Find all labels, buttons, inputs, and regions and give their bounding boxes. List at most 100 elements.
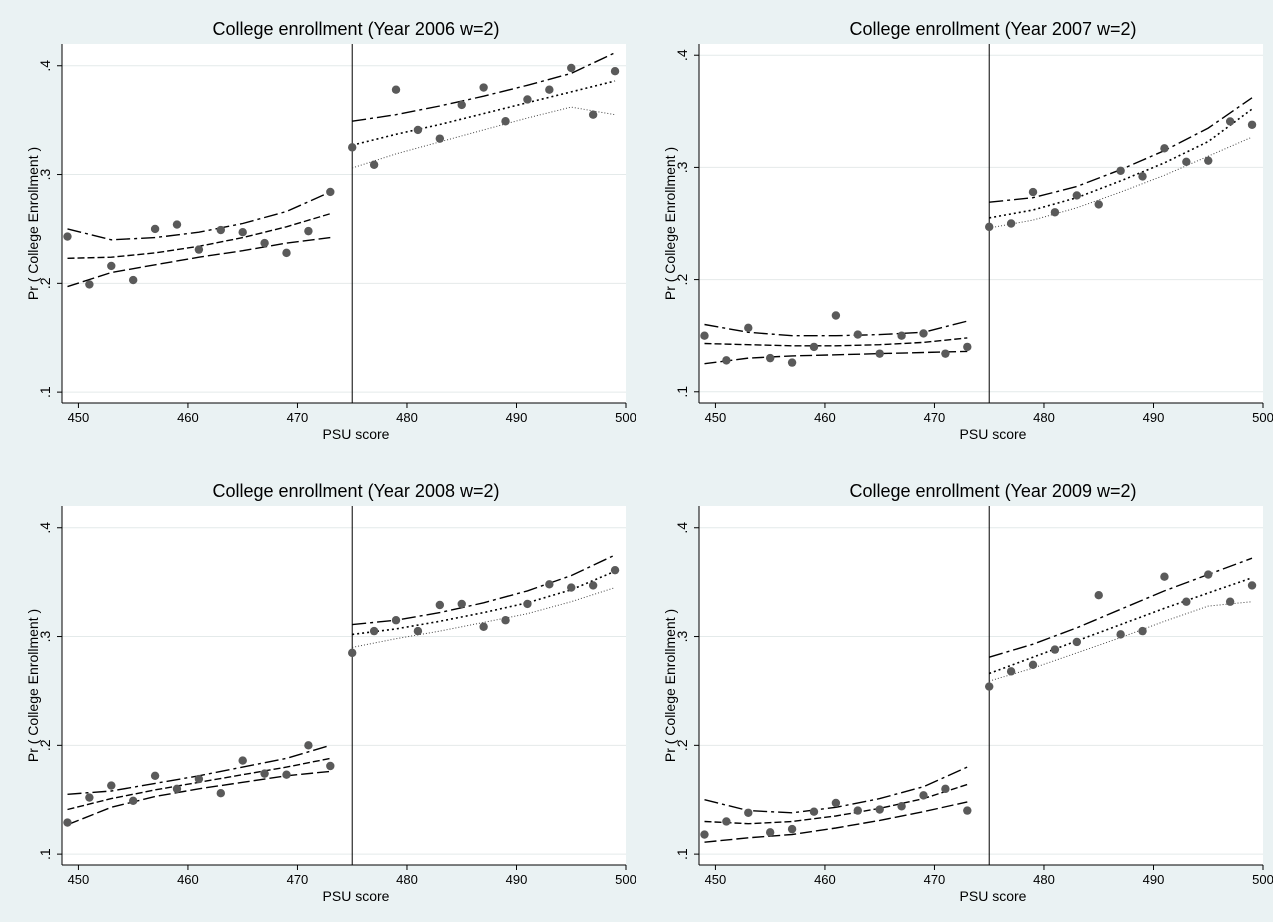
x-tick-label: 500 (1252, 872, 1273, 887)
x-tick-label: 450 (68, 872, 90, 887)
data-point (238, 228, 247, 237)
data-point (194, 245, 204, 254)
y-tick-label: .4 (37, 60, 53, 72)
lower-ci-line-right (989, 136, 1253, 229)
x-tick-label: 480 (1033, 872, 1055, 887)
data-point (722, 817, 731, 826)
x-tick-label: 450 (68, 410, 90, 425)
data-point (63, 232, 72, 241)
fit-line-right (989, 108, 1253, 219)
chart-title: College enrollment (Year 2009 w=2) (849, 481, 1136, 501)
x-tick-label: 490 (506, 410, 528, 425)
data-point (567, 63, 576, 73)
data-point (985, 682, 994, 691)
data-point (501, 117, 510, 126)
data-point (457, 100, 466, 110)
data-point (107, 261, 116, 271)
data-point (391, 85, 401, 94)
data-point (238, 756, 247, 765)
data-point (897, 331, 906, 340)
data-point (1116, 630, 1125, 639)
data-point (722, 356, 731, 365)
data-point (1247, 120, 1257, 129)
data-point (1094, 591, 1103, 600)
x-tick-label: 460 (177, 410, 199, 425)
x-axis-label: PSU score (960, 426, 1027, 442)
data-point (85, 280, 94, 289)
data-point (1050, 645, 1060, 654)
x-tick-label: 460 (814, 410, 836, 425)
data-point (260, 769, 269, 778)
y-tick-label: .1 (674, 386, 690, 398)
x-tick-label: 470 (287, 410, 309, 425)
lower-ci-line-left (67, 236, 331, 288)
y-tick-label: .3 (37, 630, 53, 642)
y-tick-label: .3 (674, 161, 690, 173)
data-point (457, 599, 466, 609)
x-tick-label: 500 (615, 872, 636, 887)
x-axis-label: PSU score (323, 426, 390, 442)
y-axis-label: Pr ( College Enrollment ) (25, 147, 41, 300)
data-point (1138, 626, 1147, 636)
plot-area (62, 506, 626, 865)
data-point (700, 331, 709, 340)
data-point (588, 581, 598, 590)
data-point (744, 808, 753, 817)
y-tick-label: .2 (674, 274, 690, 286)
data-point (435, 600, 445, 610)
y-axis-label: Pr ( College Enrollment ) (662, 609, 678, 762)
data-point (700, 830, 709, 839)
x-tick-label: 470 (924, 872, 946, 887)
chart-title: College enrollment (Year 2007 w=2) (849, 19, 1136, 39)
x-tick-label: 460 (814, 872, 836, 887)
data-point (1072, 637, 1082, 647)
y-tick-label: .3 (37, 168, 53, 180)
lower-ci-line-left (704, 350, 968, 365)
data-point (985, 222, 994, 232)
data-point (523, 599, 532, 609)
plot-area (699, 44, 1263, 403)
data-point (941, 784, 950, 794)
y-tick-label: .4 (674, 522, 690, 534)
data-point (1225, 117, 1235, 126)
data-point (479, 83, 488, 92)
y-tick-label: .1 (674, 848, 690, 860)
data-point (304, 741, 313, 750)
data-point (216, 789, 225, 798)
x-axis-label: PSU score (323, 888, 390, 904)
data-point (545, 85, 554, 94)
x-tick-label: 460 (177, 872, 199, 887)
y-tick-label: .3 (674, 630, 690, 642)
x-tick-label: 490 (1143, 872, 1165, 887)
data-point (107, 781, 116, 790)
chart-panel-2008: .1 .2 .3 .4 450 460 470 480 490 500 College enroll… (25, 481, 636, 904)
data-point (150, 224, 160, 234)
data-point (326, 761, 335, 771)
data-point (1072, 191, 1082, 200)
data-point (172, 220, 182, 229)
data-point (588, 110, 598, 119)
data-point (1204, 570, 1213, 579)
data-point (369, 160, 379, 169)
data-point (765, 828, 775, 837)
data-point (150, 771, 160, 780)
data-point (809, 342, 819, 352)
data-point (831, 798, 841, 808)
x-tick-label: 470 (287, 872, 309, 887)
x-tick-label: 490 (506, 872, 528, 887)
data-point (963, 342, 972, 352)
data-point (391, 616, 401, 625)
x-tick-label: 480 (396, 410, 418, 425)
data-point (260, 238, 269, 248)
chart-title: College enrollment (Year 2008 w=2) (212, 481, 499, 501)
data-point (1182, 157, 1191, 166)
data-point (567, 583, 576, 592)
data-point (1247, 581, 1257, 590)
data-point (941, 349, 950, 358)
x-tick-label: 480 (396, 872, 418, 887)
data-point (1160, 572, 1169, 581)
plot-area (62, 44, 626, 403)
data-point (610, 66, 620, 76)
data-point (369, 626, 379, 636)
